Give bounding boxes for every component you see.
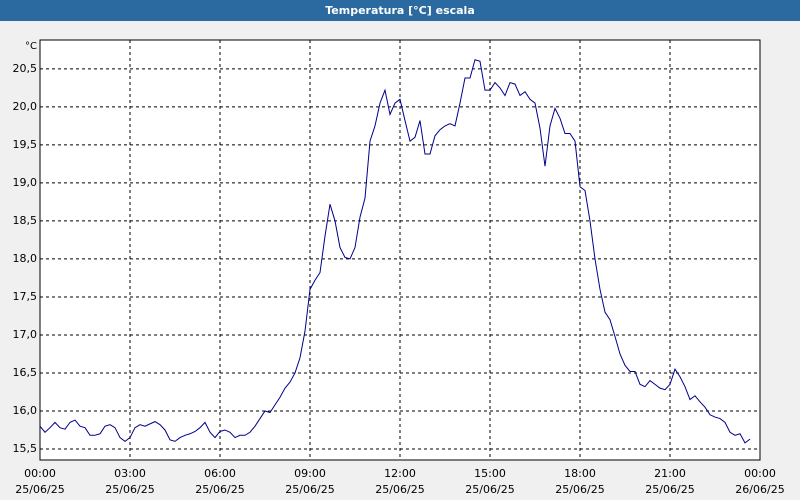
x-tick-date: 25/06/25 bbox=[195, 483, 244, 496]
y-tick-label: 17,0 bbox=[13, 328, 38, 341]
x-tick-date: 25/06/25 bbox=[645, 483, 694, 496]
x-tick-label: 06:00 bbox=[204, 467, 236, 480]
title-bar bbox=[0, 0, 800, 21]
x-tick-label: 09:00 bbox=[294, 467, 326, 480]
chart-title: Temperatura [°C] escala bbox=[325, 4, 475, 17]
line-series bbox=[39, 59, 751, 444]
x-tick-label: 18:00 bbox=[564, 467, 596, 480]
x-tick-date: 25/06/25 bbox=[555, 483, 604, 496]
x-tick-label: 00:00 bbox=[24, 467, 56, 480]
y-tick-label: 19,5 bbox=[13, 138, 38, 151]
x-tick-label: 15:00 bbox=[474, 467, 506, 480]
y-tick-label: 16,5 bbox=[13, 366, 38, 379]
x-tick-date: 25/06/25 bbox=[285, 483, 334, 496]
y-tick-label: 17,5 bbox=[13, 290, 38, 303]
x-tick-date: 25/06/25 bbox=[375, 483, 424, 496]
y-tick-label: 19,0 bbox=[13, 176, 38, 189]
y-tick-label: 15,5 bbox=[13, 442, 38, 455]
x-tick-label: 12:00 bbox=[384, 467, 416, 480]
x-tick-label: 00:00 bbox=[744, 467, 776, 480]
y-tick-label: 20,5 bbox=[13, 62, 38, 75]
x-tick-label: 03:00 bbox=[114, 467, 146, 480]
y-unit: °C bbox=[25, 41, 37, 52]
x-tick-date: 26/06/25 bbox=[735, 483, 784, 496]
y-tick-label: 18,0 bbox=[13, 252, 38, 265]
y-tick-label: 20,0 bbox=[13, 100, 38, 113]
y-tick-label: 16,0 bbox=[13, 404, 38, 417]
x-tick-label: 21:00 bbox=[654, 467, 686, 480]
y-tick-label: 18,5 bbox=[13, 214, 38, 227]
x-tick-date: 25/06/25 bbox=[105, 483, 154, 496]
x-tick-date: 25/06/25 bbox=[15, 483, 64, 496]
x-tick-date: 25/06/25 bbox=[465, 483, 514, 496]
